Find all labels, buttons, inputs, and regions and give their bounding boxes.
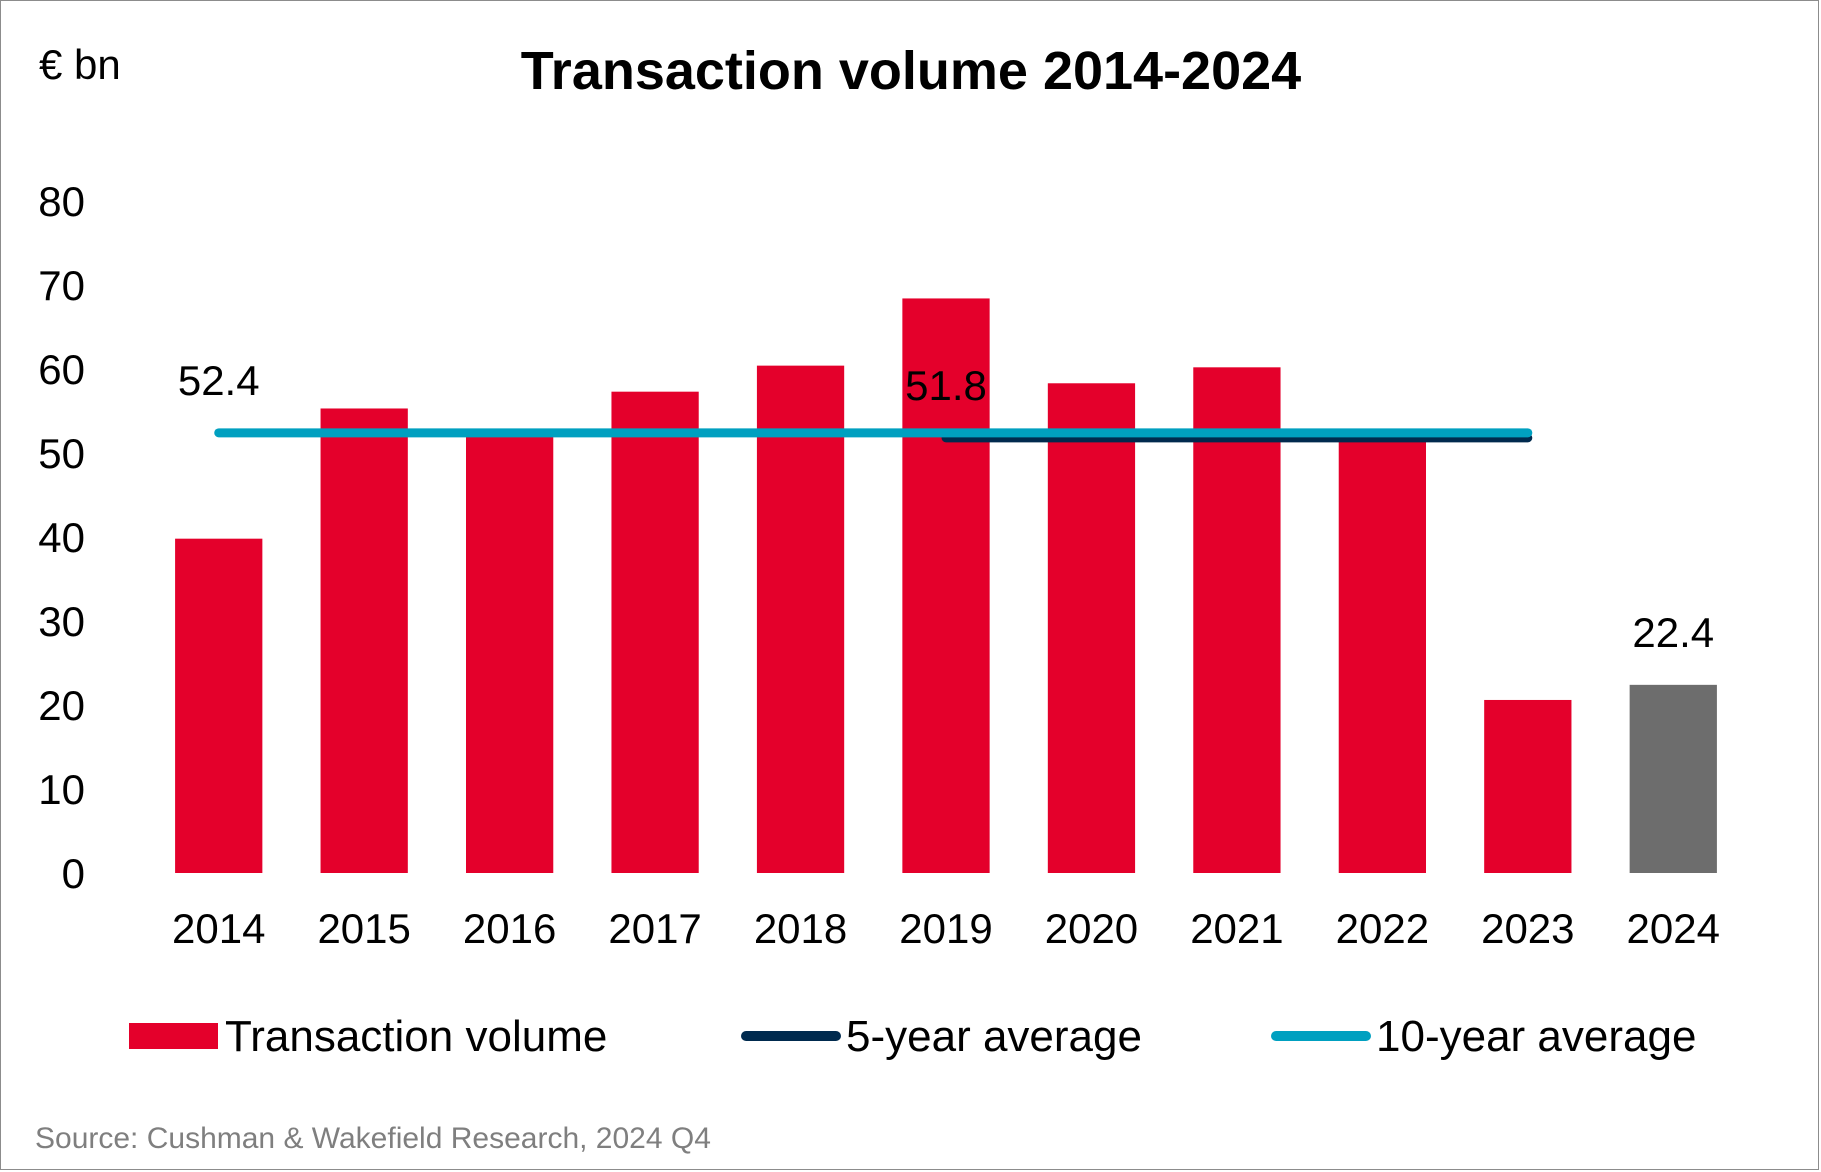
x-tick-label: 2020	[1045, 905, 1138, 952]
bar-2019	[902, 298, 990, 873]
legend-label-transaction-volume: Transaction volume	[225, 1012, 607, 1061]
average-lines	[214, 428, 1533, 443]
legend-label-5-year-average: 5-year average	[846, 1012, 1142, 1061]
x-axis-ticks: 2014 2015 2016 2017 2018 2019 2020 2021 2022 2023…	[172, 905, 1720, 952]
x-tick-label: 2017	[608, 905, 701, 952]
data-label-2014: 52.4	[178, 357, 260, 404]
bar-2018	[756, 365, 845, 873]
y-tick-label: 10	[38, 766, 85, 813]
x-tick-label: 2024	[1627, 905, 1720, 952]
x-tick-label: 2016	[463, 905, 556, 952]
legend: Transaction volume 5-year average 10-yea…	[129, 1012, 1696, 1061]
bar-2015	[320, 408, 408, 873]
bar-2024	[1629, 684, 1717, 873]
source-note: Source: Cushman & Wakefield Research, 20…	[35, 1122, 711, 1155]
x-tick-label: 2019	[899, 905, 992, 952]
x-tick-label: 2014	[172, 905, 265, 952]
y-tick-label: 80	[38, 178, 85, 225]
legend-swatch-transaction-volume	[129, 1023, 218, 1049]
x-tick-label: 2021	[1190, 905, 1283, 952]
unit-label: € bn	[39, 41, 121, 88]
y-tick-label: 30	[38, 598, 85, 645]
legend-label-10-year-average: 10-year average	[1376, 1012, 1696, 1061]
data-labels: 52.4 51.8 22.4	[178, 357, 1714, 656]
x-tick-label: 2015	[317, 905, 410, 952]
chart-title: Transaction volume 2014-2024	[521, 41, 1301, 101]
bar-2022	[1338, 436, 1426, 873]
y-tick-label: 70	[38, 262, 85, 309]
bar-2014	[175, 538, 263, 873]
y-tick-label: 50	[38, 430, 85, 477]
y-tick-label: 0	[62, 850, 85, 897]
y-tick-label: 60	[38, 346, 85, 393]
x-tick-label: 2023	[1481, 905, 1574, 952]
bar-2016	[466, 434, 554, 873]
y-axis-ticks: 0 10 20 30 40 50 60 70 80	[38, 178, 85, 897]
bar-series	[175, 298, 1717, 873]
y-tick-label: 20	[38, 682, 85, 729]
data-label-2024: 22.4	[1632, 609, 1714, 656]
bar-2020	[1047, 383, 1136, 873]
y-tick-label: 40	[38, 514, 85, 561]
bar-2017	[611, 391, 699, 873]
data-label-2019: 51.8	[905, 362, 987, 409]
bar-2021	[1193, 367, 1281, 873]
x-tick-label: 2022	[1336, 905, 1429, 952]
bar-2023	[1484, 699, 1572, 873]
x-tick-label: 2018	[754, 905, 847, 952]
